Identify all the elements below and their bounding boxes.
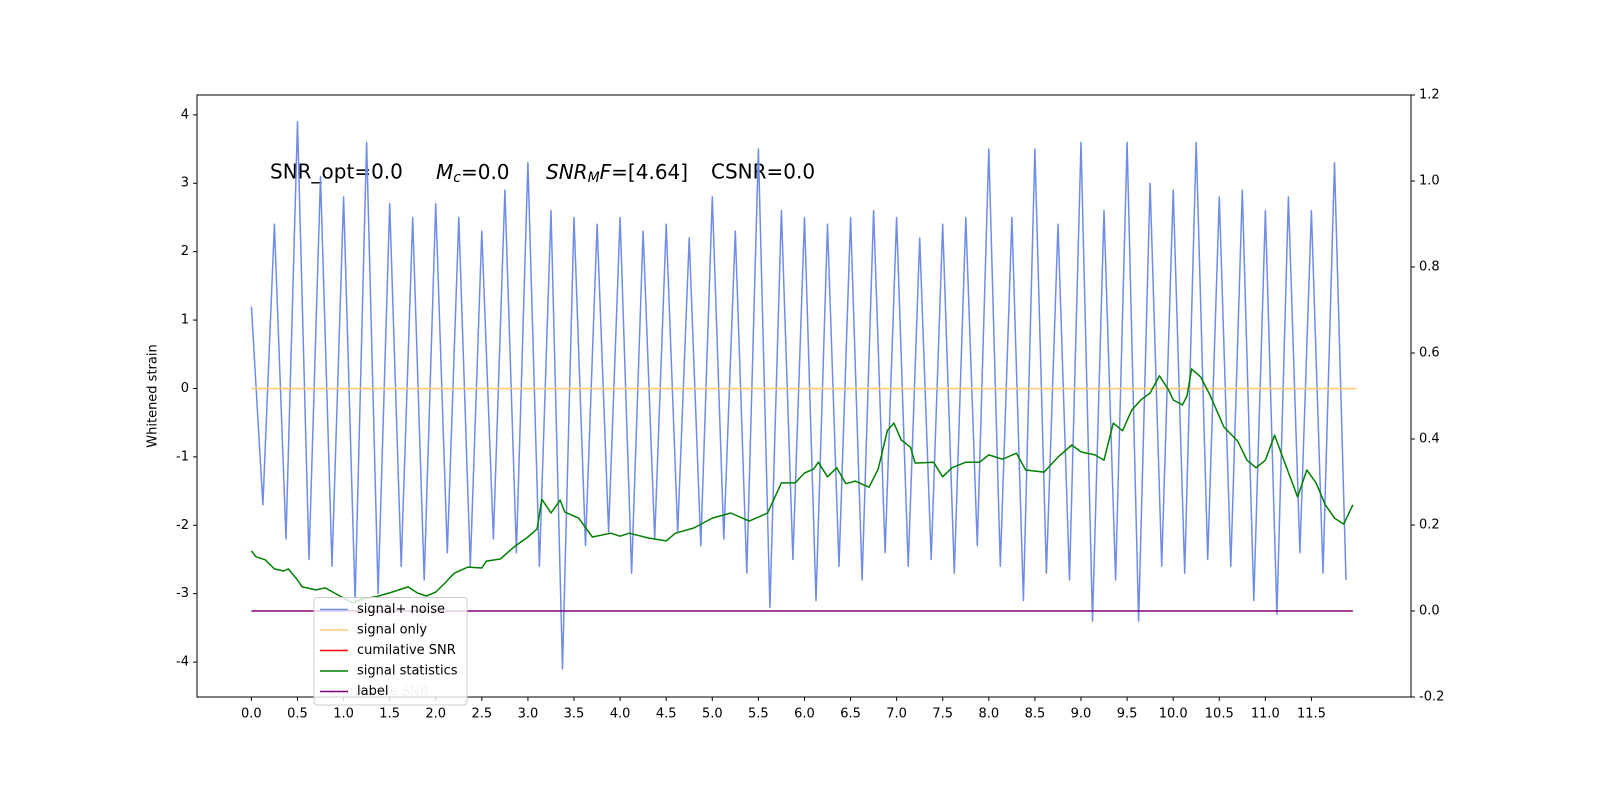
- x-tick-label: 5.0: [702, 707, 723, 722]
- y-tick-label: 0: [181, 381, 189, 396]
- legend: signal+ noise signal only cumilative SNR si…: [313, 597, 468, 706]
- y2-tick-label: 0.8: [1419, 260, 1440, 275]
- y-tick-label: 2: [181, 244, 189, 259]
- x-tick-label: 2.0: [425, 707, 446, 722]
- annotation: SNR_opt=0.0: [270, 160, 403, 184]
- y2-tick-label: 0.6: [1419, 346, 1440, 361]
- x-tick-label: 11.5: [1297, 707, 1326, 722]
- y2-tick-label: 1.0: [1419, 174, 1440, 189]
- annotation: M: [588, 170, 600, 186]
- y-tick-label: -1: [176, 449, 189, 464]
- y2-tick-label: -0.2: [1419, 690, 1444, 705]
- x-tick-label: 7.0: [886, 707, 907, 722]
- annotation: c: [453, 170, 461, 186]
- x-tick-label: 7.5: [932, 707, 953, 722]
- annotation: SNR: [546, 160, 588, 184]
- x-tick-label: 9.5: [1117, 707, 1138, 722]
- legend-label: label: [357, 684, 388, 699]
- legend-label: signal only: [357, 623, 427, 638]
- x-tick-label: 6.0: [794, 707, 815, 722]
- y-tick-label: 4: [181, 107, 189, 122]
- x-tick-label: 10.0: [1159, 707, 1188, 722]
- x-tick-label: 4.5: [656, 707, 677, 722]
- y-tick-label: 1: [181, 313, 189, 328]
- x-tick-label: 5.5: [748, 707, 769, 722]
- annotation: M: [436, 160, 453, 184]
- x-tick-label: 2.5: [471, 707, 492, 722]
- x-tick-label: 1.5: [379, 707, 400, 722]
- annotation: Mc=0.0: [436, 160, 510, 187]
- x-tick-label: 11.0: [1251, 707, 1280, 722]
- x-tick-label: 4.0: [610, 707, 631, 722]
- y2-tick-label: 0.4: [1419, 432, 1440, 447]
- y-tick-label: 3: [181, 176, 189, 191]
- annotation: =[4.64]: [611, 160, 688, 184]
- series-line: [250, 368, 1354, 604]
- x-tick-label: 0.5: [287, 707, 308, 722]
- x-tick-label: 1.0: [333, 707, 354, 722]
- x-tick-label: 8.5: [1025, 707, 1046, 722]
- x-tick-label: 8.0: [978, 707, 999, 722]
- y2-tick-label: 1.2: [1419, 88, 1440, 103]
- series-line: [250, 120, 1347, 670]
- y-tick-label: -2: [176, 518, 189, 533]
- x-tick-label: 10.5: [1205, 707, 1234, 722]
- x-tick-label: 9.0: [1071, 707, 1092, 722]
- y-tick-label: -3: [176, 586, 189, 601]
- y-tick-label: -4: [176, 655, 189, 670]
- annotation: CSNR=0.0: [711, 160, 815, 184]
- annotation: =0.0: [461, 160, 510, 184]
- annotation: SNRMF=[4.64]: [546, 160, 688, 187]
- legend-box: [313, 597, 468, 706]
- y2-tick-label: 0.2: [1419, 518, 1440, 533]
- x-tick-label: 3.5: [564, 707, 585, 722]
- legend-label: cumilative SNR: [357, 643, 456, 658]
- y2-tick-label: 0.0: [1419, 604, 1440, 619]
- legend-label: signal statistics: [357, 664, 458, 679]
- y-axis-label: Whitened strain: [146, 344, 161, 447]
- x-tick-label: 0.0: [241, 707, 262, 722]
- legend-label: signal+ noise: [357, 602, 445, 617]
- annotation: F: [600, 160, 612, 184]
- x-tick-label: 6.5: [840, 707, 861, 722]
- x-tick-label: 3.0: [518, 707, 539, 722]
